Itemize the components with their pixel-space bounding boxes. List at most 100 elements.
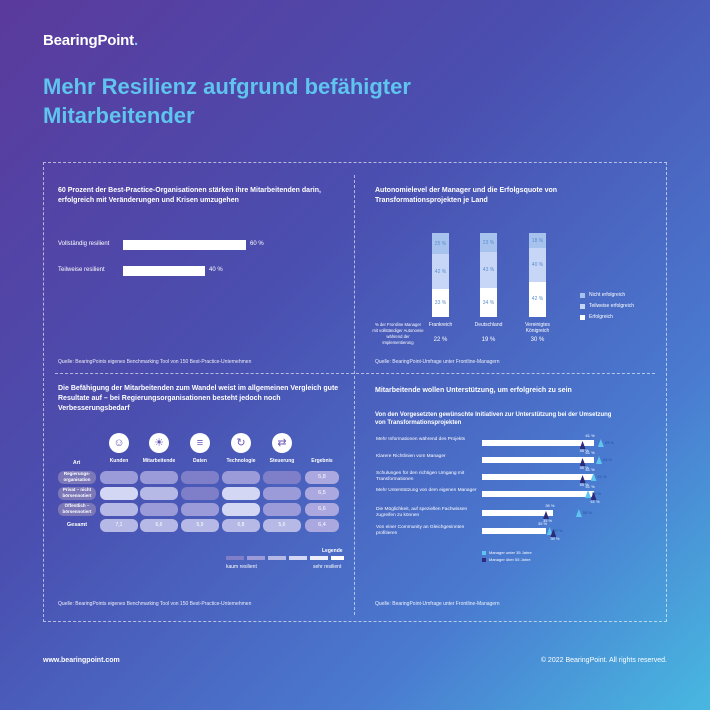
initiative-label: Klarere Richtlinien vom Manager bbox=[376, 454, 446, 459]
heatmap-cell bbox=[100, 503, 138, 516]
initiative-total-label: 61 % bbox=[585, 433, 595, 438]
heatmap-cell bbox=[100, 471, 138, 484]
heatmap-cell bbox=[181, 471, 219, 484]
initiative-bar bbox=[482, 510, 554, 516]
heatmap-cell bbox=[140, 487, 178, 500]
initiative-bar bbox=[482, 440, 594, 446]
marker-under-35-label: 37 % bbox=[553, 528, 563, 533]
autonomy-row-label: % der Frontline Manager mit vollständige… bbox=[372, 322, 424, 345]
heatmap-row-label: Privat – nicht börsennotiert bbox=[58, 487, 96, 500]
marker-under-35 bbox=[590, 473, 597, 481]
footer-url[interactable]: www.bearingpoint.com bbox=[43, 657, 120, 664]
heatmap-corner-label: Art bbox=[73, 460, 81, 466]
initiative-bar bbox=[482, 491, 594, 497]
heatmap-column-header: Steuerung bbox=[269, 458, 295, 464]
panel3-title: Die Befähigung der Mitarbeitenden zum Wa… bbox=[58, 385, 339, 412]
marker-under-35-label: 61 % bbox=[597, 474, 607, 479]
heatmap-cell bbox=[100, 487, 138, 500]
heatmap-cell bbox=[222, 487, 260, 500]
segment-label: 40 % bbox=[531, 261, 544, 268]
country-label: Deutschland bbox=[474, 322, 503, 328]
heatmap-cell bbox=[181, 503, 219, 516]
marker-under-35-label: 64 % bbox=[603, 457, 613, 462]
heatmap-result: 6,4 bbox=[305, 519, 339, 532]
panel1-source: Quelle: BearingPoints eigenes Benchmarki… bbox=[58, 359, 252, 365]
divider-horizontal bbox=[55, 373, 655, 374]
heatmap-row-label: Gesamt bbox=[66, 522, 88, 528]
autonomy-value: 19 % bbox=[481, 337, 496, 343]
footer-copyright: © 2022 BearingPoint. All rights reserved… bbox=[540, 657, 667, 664]
marker-over-55 bbox=[579, 441, 586, 449]
resilience-bar bbox=[123, 266, 205, 276]
marker-under-35 bbox=[585, 490, 592, 498]
legend-title: Legende bbox=[322, 548, 343, 554]
marker-over-55 bbox=[543, 511, 549, 519]
initiative-bar bbox=[482, 457, 594, 463]
heatmap-column-header: Mitarbeitende bbox=[142, 458, 176, 464]
legend-over-55-swatch bbox=[482, 558, 486, 562]
bearingpoint-logo[interactable]: BearingPoint. bbox=[43, 32, 138, 49]
bar-value-label: 40 % bbox=[209, 267, 223, 273]
initiative-total-label: 39 % bbox=[545, 503, 555, 508]
panel4-subtitle: Von den Vorgesetzten gewünschte Initiati… bbox=[375, 412, 612, 426]
segment-label: 25 % bbox=[434, 240, 447, 247]
stacked-segment bbox=[529, 233, 546, 249]
panel2-source: Quelle: BearingPoint-Umfrage unter Front… bbox=[375, 359, 500, 365]
marker-under-35-label: 65 % bbox=[604, 440, 614, 445]
bar-value-label: 60 % bbox=[250, 241, 264, 247]
legend-high-label: sehr resilient bbox=[313, 564, 342, 570]
stacked-segment bbox=[480, 252, 497, 289]
initiative-total-label: 35 % bbox=[538, 521, 548, 526]
marker-over-55-label: 39 % bbox=[550, 536, 560, 541]
heatmap-row-label: Regierungs-organisation bbox=[58, 471, 96, 484]
autonomy-value: 30 % bbox=[530, 337, 545, 343]
panel3-source: Quelle: BearingPoints eigenes Benchmarki… bbox=[58, 601, 252, 607]
heatmap-cell bbox=[263, 503, 301, 516]
legend-label: Erfolgreich bbox=[589, 314, 613, 320]
marker-under-35 bbox=[575, 509, 582, 517]
steering-icon: ⇄ bbox=[272, 433, 292, 453]
legend-label: Teilweise erfolgreich bbox=[589, 303, 635, 309]
initiative-label: Schulungen für den richtigen Umgang mit … bbox=[376, 471, 465, 482]
initiative-label: Mehr Informationen während des Projekts bbox=[376, 437, 466, 442]
stacked-segment bbox=[529, 248, 546, 282]
marker-over-55 bbox=[579, 458, 586, 466]
stacked-segment bbox=[432, 233, 449, 254]
initiative-bar bbox=[482, 474, 594, 480]
heatmap-cell bbox=[222, 471, 260, 484]
heatmap-cell: 7,1 bbox=[100, 519, 138, 532]
heatmap-result: 5,8 bbox=[305, 471, 339, 484]
initiative-total-label: 61 % bbox=[585, 467, 595, 472]
legend-swatch bbox=[580, 315, 585, 320]
initiative-label: Mehr Unterstützung von dem eigenen Manag… bbox=[376, 488, 477, 493]
country-label: Frankreich bbox=[428, 322, 453, 328]
initiative-total-label: 61 % bbox=[585, 484, 595, 489]
marker-over-55-label: 55 % bbox=[579, 482, 589, 487]
stacked-segment bbox=[432, 254, 449, 290]
heatmap-result: 6,5 bbox=[305, 487, 339, 500]
heatmap-result: 6,6 bbox=[305, 503, 339, 516]
initiative-total-label: 61 % bbox=[585, 450, 595, 455]
legend-under-35-label: Manager unter 35 Jahre bbox=[489, 550, 532, 555]
heatmap-cell: 6,6 bbox=[140, 519, 178, 532]
segment-label: 42 % bbox=[434, 268, 447, 275]
marker-under-35 bbox=[596, 456, 603, 464]
heatmap-cell bbox=[263, 471, 301, 484]
heatmap-column-header: Ergebnis bbox=[311, 458, 333, 464]
lightbulb-icon: ☀ bbox=[149, 433, 169, 453]
legend-over-55-label: Manager über 55 Jahre bbox=[489, 557, 531, 562]
segment-label: 33 % bbox=[434, 300, 447, 307]
marker-under-35-label: 58 % bbox=[592, 491, 602, 496]
segment-label: 42 % bbox=[531, 296, 544, 303]
heatmap-cell bbox=[181, 487, 219, 500]
heatmap-cell bbox=[140, 471, 178, 484]
segment-label: 18 % bbox=[531, 237, 544, 244]
marker-over-55 bbox=[550, 529, 557, 537]
heatmap-cell: 5,6 bbox=[263, 519, 301, 532]
marker-over-55-label: 35 % bbox=[543, 518, 553, 523]
initiative-label: Von einer Community an Gleichgesinnten p… bbox=[376, 525, 465, 536]
stacked-segment bbox=[432, 289, 449, 317]
legend-swatch bbox=[580, 293, 585, 298]
heatmap-column-header: Technologie bbox=[226, 458, 256, 464]
